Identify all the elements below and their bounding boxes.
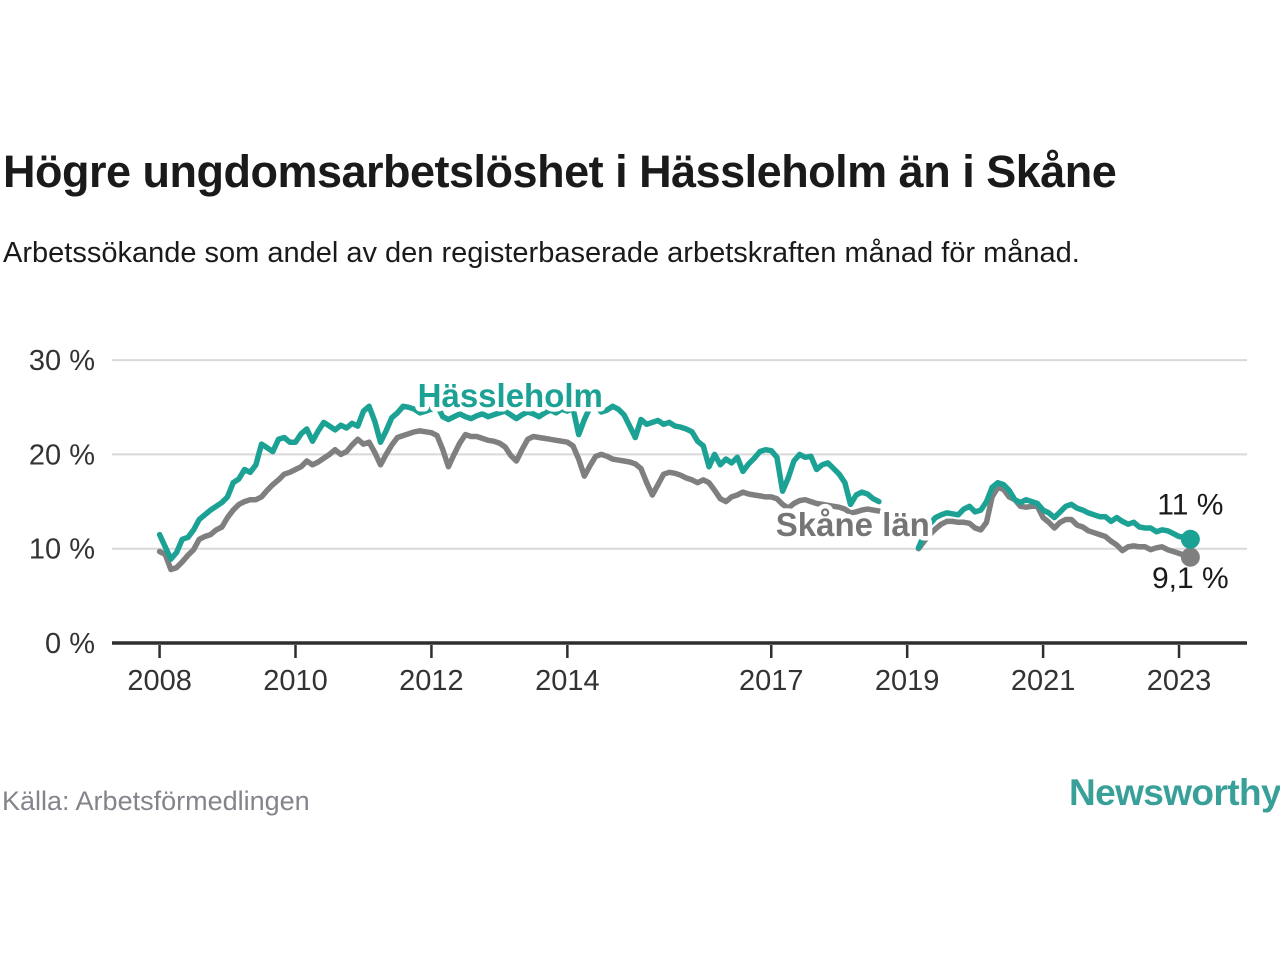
x-tick-label-2021: 2021 bbox=[1011, 665, 1076, 697]
skane-end-dot bbox=[1180, 547, 1200, 567]
x-tick-label-2008: 2008 bbox=[127, 665, 192, 697]
newsworthy-logo-text: Newsworthy bbox=[1069, 772, 1280, 813]
y-tick-label-10: 10 % bbox=[29, 534, 95, 566]
source-note: Källa: Arbetsförmedlingen bbox=[2, 786, 310, 816]
x-tick-label-2010: 2010 bbox=[263, 665, 328, 697]
y-tick-label-30: 30 % bbox=[29, 345, 95, 377]
chart-title: Högre ungdomsarbetslöshet i Hässleholm ä… bbox=[3, 146, 1117, 197]
x-tick-label-2023: 2023 bbox=[1147, 665, 1212, 697]
hassleholm-end-dot bbox=[1180, 529, 1200, 549]
x-tick-label-2017: 2017 bbox=[739, 665, 804, 697]
y-tick-label-20: 20 % bbox=[29, 439, 95, 471]
y-tick-label-0: 0 % bbox=[45, 628, 95, 660]
hassleholm-end-value: 11 % bbox=[1157, 488, 1223, 521]
chart-subtitle: Arbetssökande som andel av den registerb… bbox=[3, 237, 1080, 269]
skane-end-value: 9,1 % bbox=[1152, 562, 1229, 595]
x-tick-label-2014: 2014 bbox=[535, 665, 600, 697]
x-tick-label-2012: 2012 bbox=[399, 665, 464, 697]
x-tick-label-2019: 2019 bbox=[875, 665, 940, 697]
hassleholm-series-label: Hässleholm bbox=[418, 377, 603, 414]
hassleholm-line bbox=[156, 401, 1194, 562]
skane-line bbox=[156, 428, 1194, 573]
skane-series-label: Skåne län bbox=[776, 506, 930, 543]
newsworthy-logo: Newsworthy bbox=[1058, 766, 1280, 838]
